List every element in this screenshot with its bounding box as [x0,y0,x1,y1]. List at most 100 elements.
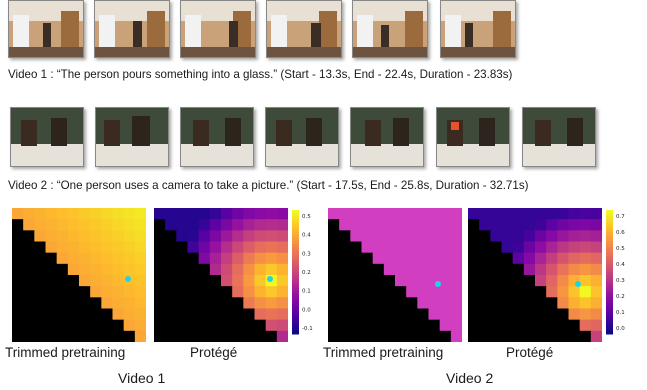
v2-protege-cell [546,241,558,254]
v2-protege-cell [523,297,536,309]
v2-protege-cell [523,252,536,265]
v2-trimmed-cell [350,330,362,342]
v1-protege-cell [176,308,188,321]
v1-protege-cell [265,230,278,242]
v2-protege-cell [568,241,581,254]
v2-protege-cell [523,230,536,242]
v2-protege-cell [523,308,536,321]
v1-colorbar-tick: 0.1 [302,289,311,295]
v2-trimmed-cell [395,252,407,265]
v2-trimmed-cell [406,208,418,220]
v2-trimmed-cell [395,219,407,231]
v1-trimmed-cell [123,286,136,298]
v2-trimmed-cell [361,297,374,309]
v2-colorbar-tick: 0.0 [616,326,625,332]
v1-protege-cell [176,208,188,220]
v1-trimmed-cell [56,275,69,287]
v2-trimmed-cell [450,230,462,242]
video1-frames [0,0,647,62]
v2-trimmed-cell [395,319,407,332]
v2-protege-cell [490,319,502,332]
v1-protege-cell [232,297,244,309]
v2-trimmed-cell [406,263,418,276]
v1-protege-cell [243,241,255,254]
v1-trimmed-cell [45,297,58,309]
v1-trimmed-cell [134,263,146,276]
v1-trimmed-cell [67,308,80,321]
v1-protege-cell [276,241,288,254]
v1-protege-cell [232,230,244,242]
v1-trimmed-cell [90,308,102,321]
v1-trimmed-cell [23,208,35,220]
v1-trimmed-cell [12,319,24,332]
v1-protege-cell [176,319,188,332]
v1-trimmed-cell [134,308,146,321]
v2-protege-cell [468,263,480,276]
v1-trimmed-cell [45,330,58,342]
v1-trimmed-cell [45,286,58,298]
v2-trimmed-cell [417,208,429,220]
v2-protege-cell [479,308,491,321]
v1-protege-cell [254,330,267,342]
v2-protege-cell [479,252,491,265]
v1-trimmed-cell [134,241,146,254]
v2-trimmed-heatmap [328,208,462,342]
v2-protege-cell [590,263,602,276]
v2-trimmed-cell [417,241,429,254]
v1-trimmed-cell [134,252,146,265]
v1-trimmed-cell [101,308,113,321]
v1-protege-cell [154,319,166,332]
v2-protege-cell [590,297,602,309]
v1-trimmed-cell [67,286,80,298]
v2-protege-cell [523,319,536,332]
v1-protege-cell [221,330,233,342]
v2-protege-cell [490,230,502,242]
v2-protege-cell [579,230,592,242]
v2-protege-cell [546,330,558,342]
v2-protege-cell [590,308,602,321]
video1-frame [180,0,256,58]
v1-protege-cell [265,330,278,342]
v2-trimmed-cell [406,230,418,242]
v2-trimmed-cell [428,330,441,342]
v2-trimmed-cell [361,275,374,287]
v2-trimmed-cell [439,241,452,254]
v1-trimmed-cell [112,319,125,332]
v1-trimmed-cell [34,219,46,231]
v2-trimmed-cell [339,208,351,220]
v2-protege-cell [568,252,581,265]
v1-trimmed-cell [123,208,136,220]
v1-trimmed-cell [45,230,58,242]
v1-protege-cell [232,275,244,287]
v2-protege-cell [579,252,592,265]
v1-trimmed-cell [112,308,125,321]
v1-trimmed-cell [23,252,35,265]
v2-trimmed-cell [395,308,407,321]
v1-protege-cell [232,286,244,298]
v2-protege-cell [479,319,491,332]
v2-trimmed-cell [372,275,385,287]
v1-protege-cell [243,286,255,298]
v1-trimmed-cell [112,330,125,342]
v2-protege-cell [523,286,536,298]
v2-protege-marker [575,281,581,287]
v1-trimmed-cell [12,241,24,254]
video2-frame [522,107,596,167]
v1-protege-cell [209,330,222,342]
v1-trimmed-cell [12,263,24,276]
v2-protege-cell [468,286,480,298]
v2-trimmed-cell [406,319,418,332]
v2-trimmed-cell [372,230,385,242]
v2-protege-cell [557,308,569,321]
v2-trimmed-cell [450,319,462,332]
v1-protege-cell [221,286,233,298]
v1-trimmed-cell [67,275,80,287]
v2-protege-cell [568,297,581,309]
v1-protege-cell [221,208,233,220]
v1-trimmed-cell [134,275,146,287]
v2-trimmed-cell [406,330,418,342]
v2-protege-cell [479,286,491,298]
v1-protege-cell [265,263,278,276]
v2-protege-cell [512,219,525,231]
v1-trimmed-cell [123,219,136,231]
